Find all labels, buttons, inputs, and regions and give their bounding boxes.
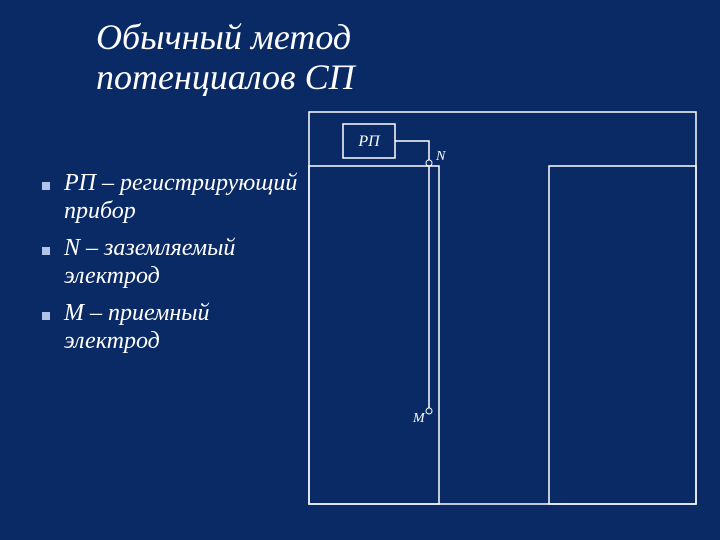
list-item: N – заземляемый электрод <box>42 235 302 290</box>
outer-rect <box>309 112 696 504</box>
bullet-text: М – приемный электрод <box>64 300 210 354</box>
rp-label: РП <box>357 133 381 150</box>
page-title: Обычный метод потенциалов СП <box>96 18 596 97</box>
bullet-list: РП – регистрирующий прибор N – заземляем… <box>42 170 302 366</box>
left-inner-rect <box>309 166 439 504</box>
list-item: М – приемный электрод <box>42 300 302 355</box>
title-line1: Обычный метод <box>96 17 351 57</box>
title-line2: потенциалов СП <box>96 57 355 97</box>
m-electrode <box>426 408 432 414</box>
m-label: М <box>412 411 426 426</box>
n-label: N <box>435 149 446 164</box>
bullet-text: N – заземляемый электрод <box>64 235 235 289</box>
slide: Обычный метод потенциалов СП РП – регист… <box>0 0 720 540</box>
bullet-text: РП – регистрирующий прибор <box>64 170 297 224</box>
schematic-svg: РП N М <box>305 108 700 508</box>
list-item: РП – регистрирующий прибор <box>42 170 302 225</box>
rp-to-n-line <box>395 141 429 160</box>
right-inner-rect <box>549 166 696 504</box>
schematic-diagram: РП N М <box>305 108 700 508</box>
n-electrode <box>426 160 432 166</box>
